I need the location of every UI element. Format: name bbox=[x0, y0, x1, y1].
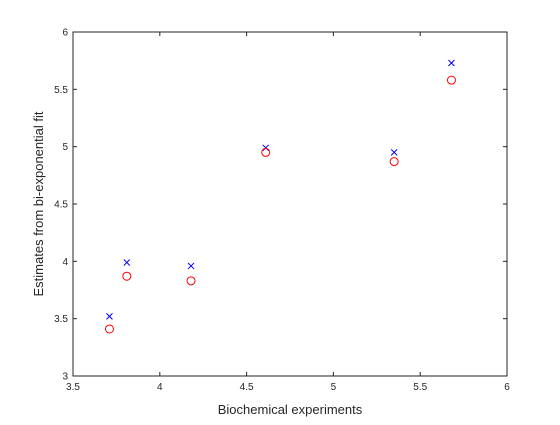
x-tick-label: 5.5 bbox=[413, 382, 427, 393]
circle-marker-point bbox=[186, 276, 196, 286]
y-axis-label: Estimates from bi-exponential fit bbox=[31, 111, 46, 296]
x-tick-label: 3.5 bbox=[66, 382, 80, 393]
circle-marker-point bbox=[122, 271, 132, 281]
y-tick-label: 3 bbox=[62, 372, 68, 383]
x-tick-label: 6 bbox=[504, 382, 510, 393]
axis-ticks: 3.5 4 4.5 5 5.5 633.544.555.56 bbox=[54, 28, 510, 394]
data-markers bbox=[104, 59, 456, 334]
circle-marker-point bbox=[261, 147, 271, 157]
x-marker-point bbox=[123, 259, 131, 266]
y-tick-label: 3.5 bbox=[54, 314, 68, 325]
x-marker-point bbox=[187, 262, 195, 270]
x-tick-label: 5 bbox=[331, 382, 337, 393]
circle-marker-point bbox=[389, 157, 399, 167]
x-marker-point bbox=[390, 149, 398, 156]
y-tick-label: 6 bbox=[62, 28, 68, 39]
x-axis-label: Biochemical experiments bbox=[218, 402, 363, 417]
x-tick-label: 4.5 bbox=[240, 382, 254, 393]
y-tick-label: 4 bbox=[62, 257, 68, 268]
y-tick-label: 5 bbox=[62, 142, 68, 153]
circle-marker-point bbox=[104, 324, 114, 334]
y-tick-label: 5.5 bbox=[54, 85, 68, 96]
plot-area bbox=[72, 31, 508, 377]
y-tick-label: 4.5 bbox=[54, 200, 68, 211]
x-tick-label: 4 bbox=[157, 382, 163, 393]
x-marker-point bbox=[262, 144, 270, 152]
x-marker-point bbox=[448, 59, 455, 67]
circle-marker-point bbox=[446, 75, 456, 85]
x-marker-point bbox=[106, 313, 113, 320]
